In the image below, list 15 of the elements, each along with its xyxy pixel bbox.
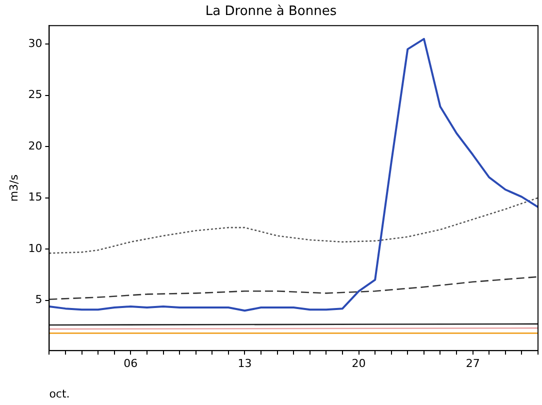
y-tick-label: 10 xyxy=(28,242,42,255)
y-tick-label: 5 xyxy=(35,293,42,306)
y-tick-label: 25 xyxy=(28,88,42,102)
line-series xyxy=(49,197,538,254)
y-tick-label: 20 xyxy=(28,139,42,152)
x-tick-label: 27 xyxy=(466,357,480,370)
x-tick-label: 20 xyxy=(352,357,366,370)
x-axis-title: oct. xyxy=(49,387,70,400)
y-axis-title: m3/s xyxy=(7,174,20,202)
y-tick-label: 15 xyxy=(28,190,42,204)
x-tick-label: 13 xyxy=(238,357,252,370)
line-series xyxy=(49,276,538,300)
chart-title: La Dronne à Bonnes xyxy=(205,4,337,20)
x-tick-label: 06 xyxy=(124,357,138,370)
y-tick-label: 30 xyxy=(28,36,42,50)
